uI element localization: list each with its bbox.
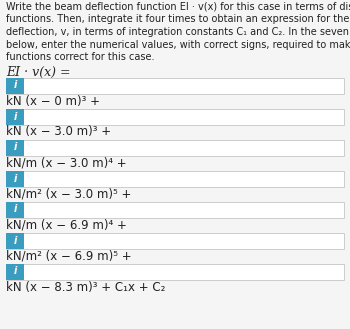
- Bar: [6, 139, 24, 156]
- Text: i: i: [13, 112, 17, 121]
- Bar: [6, 201, 344, 217]
- Text: EI · v(x) =: EI · v(x) =: [6, 65, 70, 79]
- Bar: [6, 170, 344, 187]
- Text: deflection, v, in terms of integration constants C₁ and C₂. In the seven input f: deflection, v, in terms of integration c…: [6, 27, 350, 37]
- Bar: [6, 139, 344, 156]
- Text: i: i: [13, 236, 17, 245]
- Text: i: i: [13, 142, 17, 153]
- Bar: [6, 78, 344, 93]
- Text: kN/m (x − 6.9 m)⁴ +: kN/m (x − 6.9 m)⁴ +: [6, 218, 127, 232]
- Text: kN/m² (x − 3.0 m)⁵ +: kN/m² (x − 3.0 m)⁵ +: [6, 188, 131, 200]
- Text: Write the beam deflection function EI · v(x) for this case in terms of discontin: Write the beam deflection function EI · …: [6, 2, 350, 12]
- Bar: [6, 201, 24, 217]
- Text: functions. Then, integrate it four times to obtain an expression for the beam: functions. Then, integrate it four times…: [6, 14, 350, 24]
- Bar: [6, 109, 24, 124]
- Bar: [6, 233, 344, 248]
- Bar: [6, 78, 24, 93]
- Text: below, enter the numerical values, with correct signs, required to make these: below, enter the numerical values, with …: [6, 39, 350, 49]
- Text: kN/m (x − 3.0 m)⁴ +: kN/m (x − 3.0 m)⁴ +: [6, 157, 127, 169]
- Bar: [6, 264, 344, 280]
- Bar: [6, 264, 24, 280]
- Text: functions correct for this case.: functions correct for this case.: [6, 52, 154, 62]
- Bar: [6, 109, 344, 124]
- Text: i: i: [13, 266, 17, 276]
- Text: kN (x − 3.0 m)³ +: kN (x − 3.0 m)³ +: [6, 125, 111, 139]
- Bar: [6, 170, 24, 187]
- Text: kN (x − 0 m)³ +: kN (x − 0 m)³ +: [6, 94, 100, 108]
- Text: i: i: [13, 205, 17, 215]
- Text: i: i: [13, 173, 17, 184]
- Text: i: i: [13, 81, 17, 90]
- Text: kN/m² (x − 6.9 m)⁵ +: kN/m² (x − 6.9 m)⁵ +: [6, 249, 132, 263]
- Bar: [6, 233, 24, 248]
- Text: kN (x − 8.3 m)³ + C₁x + C₂: kN (x − 8.3 m)³ + C₁x + C₂: [6, 281, 165, 293]
